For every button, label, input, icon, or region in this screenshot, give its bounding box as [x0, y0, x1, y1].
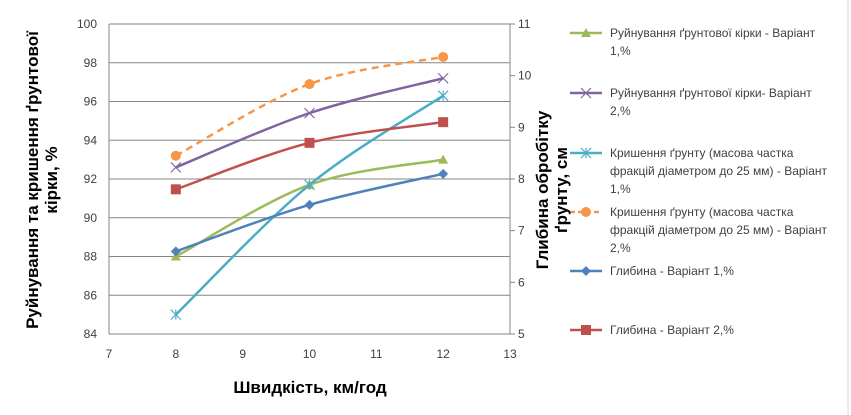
data-point-star — [170, 309, 182, 321]
series-5 — [170, 168, 449, 257]
legend-label: 1,% — [610, 44, 631, 58]
x-tick-label: 10 — [303, 347, 317, 361]
legend-item: Глибина - Варіант 2,% — [570, 323, 734, 337]
series-2 — [170, 72, 449, 173]
legend-item: Руйнування ґрунтової кірки- Варіант 2,% — [570, 86, 812, 118]
data-point-x — [304, 107, 315, 119]
legend-item: Глибина - Варіант 1,% — [570, 264, 734, 278]
legend-marker-square — [581, 325, 591, 335]
series-3 — [170, 90, 449, 321]
data-point-diamond — [438, 168, 449, 179]
y-tick-label: 96 — [84, 95, 98, 109]
data-point-star — [304, 179, 315, 191]
y2-tick-label: 6 — [518, 275, 525, 289]
data-point-x — [437, 72, 449, 84]
data-point-diamond — [170, 246, 181, 257]
data-point-square — [170, 184, 181, 195]
y2-tick-label: 7 — [518, 224, 525, 238]
y-tick-label: 90 — [84, 211, 98, 225]
legend-label: Руйнування ґрунтової кірки- Варіант — [610, 86, 812, 100]
data-point-diamond — [304, 199, 315, 210]
y-axis-title: Руйнування та кришення ґрунтовоїкірки, % — [23, 30, 61, 329]
data-point-x — [170, 161, 182, 173]
legend-label: Кришення ґрунту (масова частка — [610, 205, 794, 219]
legend-label: Кришення ґрунту (масова частка — [610, 146, 794, 160]
y2-tick-label: 8 — [518, 172, 525, 186]
data-point-circle — [304, 79, 315, 90]
x-tick-label: 11 — [370, 347, 383, 361]
y-tick-label: 98 — [84, 56, 98, 70]
y2-tick-label: 5 — [518, 327, 525, 341]
legend-item: Кришення ґрунту (масова частка фракцій ді… — [570, 146, 828, 196]
legend-label: 2,% — [610, 104, 631, 118]
y-tick-label: 84 — [84, 327, 98, 341]
y2-tick-label: 11 — [518, 17, 531, 31]
data-point-circle — [170, 150, 181, 161]
y-tick-label: 86 — [84, 288, 98, 302]
x-tick-label: 8 — [172, 347, 179, 361]
y2-axis-title: Глибина обробіткуґрунту, см — [533, 110, 571, 269]
legend-label: 2,% — [610, 241, 631, 255]
x-tick-label: 7 — [106, 347, 113, 361]
y-tick-label: 100 — [77, 17, 97, 31]
y2-tick-label: 10 — [518, 69, 532, 83]
data-point-star — [437, 90, 449, 102]
series-4 — [170, 51, 449, 161]
legend-marker-triangle — [581, 28, 591, 37]
y-tick-label: 94 — [84, 133, 98, 147]
legend-marker-star — [580, 147, 592, 159]
legend-label: Глибина - Варіант 2,% — [610, 323, 734, 337]
legend-label: фракцій діаметром до 25 мм) - Варіант — [610, 164, 828, 178]
data-point-square — [304, 137, 315, 148]
x-tick-label: 13 — [503, 347, 517, 361]
legend-label: Руйнування ґрунтової кірки - Варіант — [610, 26, 816, 40]
x-tick-label: 12 — [436, 347, 450, 361]
series-line — [175, 55, 444, 157]
x-axis-title: Швидкість, км/год — [233, 378, 387, 397]
series-6 — [170, 117, 449, 195]
data-point-circle — [438, 51, 449, 62]
y-tick-label: 88 — [84, 250, 98, 264]
legend-label: 1,% — [610, 182, 631, 196]
y2-tick-label: 9 — [518, 120, 525, 134]
x-tick-label: 9 — [239, 347, 246, 361]
legend-item: Кришення ґрунту (масова частка фракцій ді… — [570, 205, 828, 255]
legend-label: фракцій діаметром до 25 мм) - Варіант — [610, 223, 828, 237]
legend-marker-circle — [581, 207, 591, 217]
data-point-triangle — [438, 154, 449, 164]
legend-marker-diamond — [581, 266, 591, 276]
legend-item: Руйнування ґрунтової кірки - Варіант 1,% — [570, 26, 816, 58]
data-point-square — [438, 117, 449, 128]
legend-marker-x — [580, 87, 592, 99]
legend-label: Глибина - Варіант 1,% — [610, 264, 734, 278]
y-tick-label: 92 — [84, 172, 98, 186]
